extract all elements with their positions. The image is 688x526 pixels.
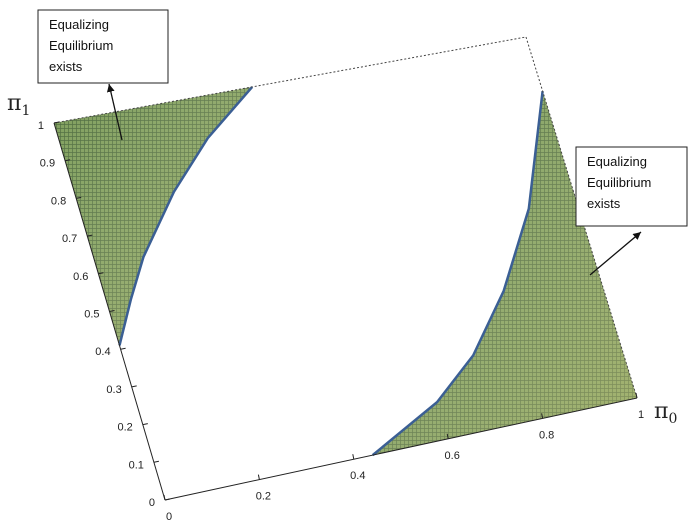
callout-text-line: Equilibrium — [49, 38, 113, 53]
callout-text-line: Equalizing — [587, 154, 647, 169]
y-tick-label: 0.1 — [129, 459, 144, 471]
callout-equalizing-equilibrium-1: Equalizing Equilibrium exists — [37, 9, 169, 141]
y-tick-label: 0.8 — [51, 195, 66, 207]
y-tick-mark — [98, 272, 104, 275]
callout-arrow — [589, 231, 642, 276]
x-tick-mark — [541, 413, 544, 419]
equilibrium-region-shade-1 — [54, 86, 253, 346]
callout-equalizing-equilibrium-2: Equalizing Equilibrium exists — [575, 146, 688, 276]
x-tick-label: 0.2 — [256, 491, 271, 503]
x-tick-label: 0.4 — [350, 470, 365, 482]
y-tick-label: 1 — [38, 120, 44, 132]
y-tick-mark — [109, 310, 115, 312]
y-tick-label: 0.2 — [118, 422, 133, 434]
equilibrium-region-shade-2 — [372, 91, 637, 456]
x-tick-mark — [446, 433, 449, 439]
y-tick-mark — [120, 347, 126, 350]
y-tick-label: 0.6 — [73, 271, 88, 283]
x-tick-label: 1 — [638, 409, 644, 421]
y-tick-label: 0.7 — [62, 233, 77, 245]
x-tick-mark — [635, 392, 638, 399]
callout-arrow — [106, 83, 123, 141]
y-axis-title: π1 — [7, 91, 30, 119]
x-tick-mark — [163, 494, 166, 501]
region-boundary-1 — [118, 86, 254, 346]
callout-box — [575, 146, 688, 227]
region-boundary-2 — [371, 91, 544, 457]
x-tick-mark — [352, 454, 355, 460]
callout-text-line: Equalizing — [49, 17, 109, 32]
callout-text-line: exists — [587, 196, 621, 211]
y-tick-mark — [76, 196, 82, 199]
y-tick-label: 0 — [149, 497, 155, 509]
y-tick-mark — [65, 159, 71, 162]
callout-text-line: Equilibrium — [587, 175, 651, 190]
x-tick-label: 0 — [166, 511, 172, 523]
x-tick-label: 0.8 — [539, 429, 554, 441]
x-axis-title: π0 — [654, 399, 677, 427]
y-tick-mark — [131, 385, 137, 388]
x-tick-label: 0.6 — [445, 450, 460, 462]
y-tick-mark — [53, 121, 60, 124]
y-tick-label: 0.5 — [84, 309, 99, 321]
callout-box — [37, 9, 169, 84]
y-tick-mark — [142, 423, 148, 426]
y-tick-mark — [87, 234, 93, 237]
y-tick-label: 0.9 — [40, 158, 55, 170]
y-tick-label: 0.3 — [106, 384, 121, 396]
x-tick-mark — [257, 474, 260, 480]
y-tick-mark — [153, 460, 159, 463]
y-tick-label: 0.4 — [95, 346, 110, 358]
y-tick-mark — [164, 498, 171, 501]
callout-text-line: exists — [49, 59, 83, 74]
x-axis-line — [164, 397, 638, 501]
